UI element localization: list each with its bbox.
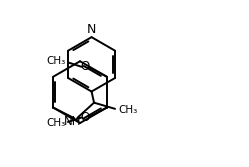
Text: CH₃: CH₃ <box>46 118 65 128</box>
Text: N: N <box>87 23 96 36</box>
Text: CH₃: CH₃ <box>46 56 65 66</box>
Text: O: O <box>80 60 89 73</box>
Text: CH₃: CH₃ <box>118 105 137 115</box>
Text: O: O <box>80 111 89 124</box>
Text: NH: NH <box>64 115 82 128</box>
